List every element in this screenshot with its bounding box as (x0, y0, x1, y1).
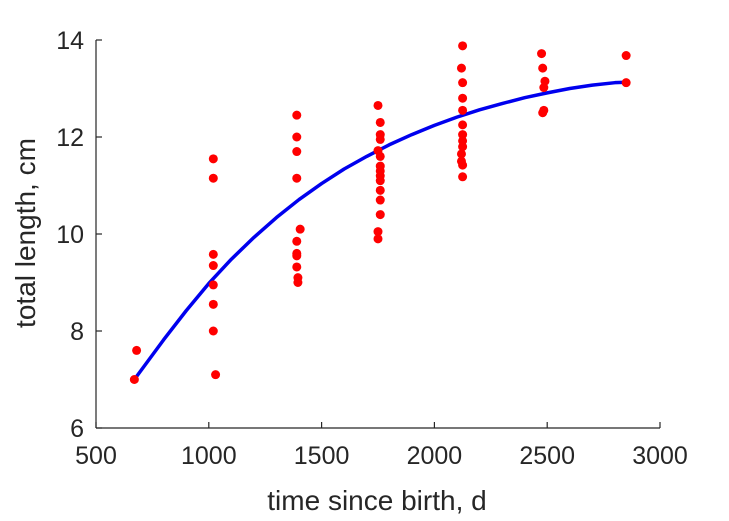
data-point (292, 262, 302, 272)
data-point (211, 370, 221, 380)
data-point (458, 172, 468, 182)
x-axis-label: time since birth, d (267, 485, 486, 516)
data-point (292, 236, 302, 246)
x-tick-label: 3000 (632, 442, 688, 470)
data-point (375, 176, 385, 186)
data-point (621, 78, 631, 88)
data-point (375, 195, 385, 205)
y-tick-label: 12 (56, 124, 84, 152)
data-point (293, 278, 303, 287)
data-point (458, 130, 468, 140)
data-point (375, 117, 385, 127)
data-point (292, 251, 302, 261)
y-tick-label: 10 (56, 221, 84, 249)
data-point (375, 185, 385, 195)
data-point (538, 108, 548, 118)
y-axis-label: total length, cm (10, 138, 41, 328)
data-point (621, 51, 631, 61)
y-tick-label: 14 (56, 27, 84, 55)
data-point (295, 224, 305, 234)
axes (95, 39, 661, 429)
data-point (458, 41, 468, 51)
data-points-layer (129, 41, 631, 384)
x-tick-label: 1500 (294, 442, 350, 470)
data-point (537, 49, 547, 59)
data-point (375, 151, 385, 161)
x-tick-label: 1000 (181, 442, 237, 470)
data-point (375, 210, 385, 220)
x-tick-label: 2000 (407, 442, 463, 470)
data-point (539, 83, 549, 93)
data-point (538, 63, 548, 73)
data-point (458, 120, 468, 130)
data-point (373, 100, 383, 110)
fit-curve-layer (132, 80, 628, 382)
data-point (132, 345, 142, 355)
data-point (208, 249, 218, 259)
data-point (292, 147, 302, 157)
data-point (292, 173, 302, 183)
data-point (373, 227, 383, 237)
data-point (292, 132, 302, 142)
x-tick-label: 500 (75, 442, 117, 470)
data-point (458, 105, 468, 115)
data-point (373, 234, 383, 244)
fit-curve (132, 80, 628, 382)
data-point (292, 110, 302, 120)
y-tick-label: 8 (70, 318, 84, 346)
data-point (208, 261, 218, 271)
data-point (208, 280, 218, 290)
data-point (208, 154, 218, 164)
data-point (456, 149, 466, 159)
data-point (208, 326, 218, 336)
data-point (458, 142, 468, 152)
y-tick-label: 6 (70, 415, 84, 443)
data-point (456, 63, 466, 73)
data-point (458, 78, 468, 88)
x-tick-label: 2500 (519, 442, 575, 470)
data-point (208, 299, 218, 309)
data-point (375, 134, 385, 144)
data-point (129, 375, 139, 384)
data-point (458, 93, 468, 103)
tick-labels-layer: 500 1000 1500 2000 2500 3000 6 8 10 12 14 (56, 27, 688, 470)
data-point (208, 173, 218, 183)
data-point (458, 160, 468, 170)
